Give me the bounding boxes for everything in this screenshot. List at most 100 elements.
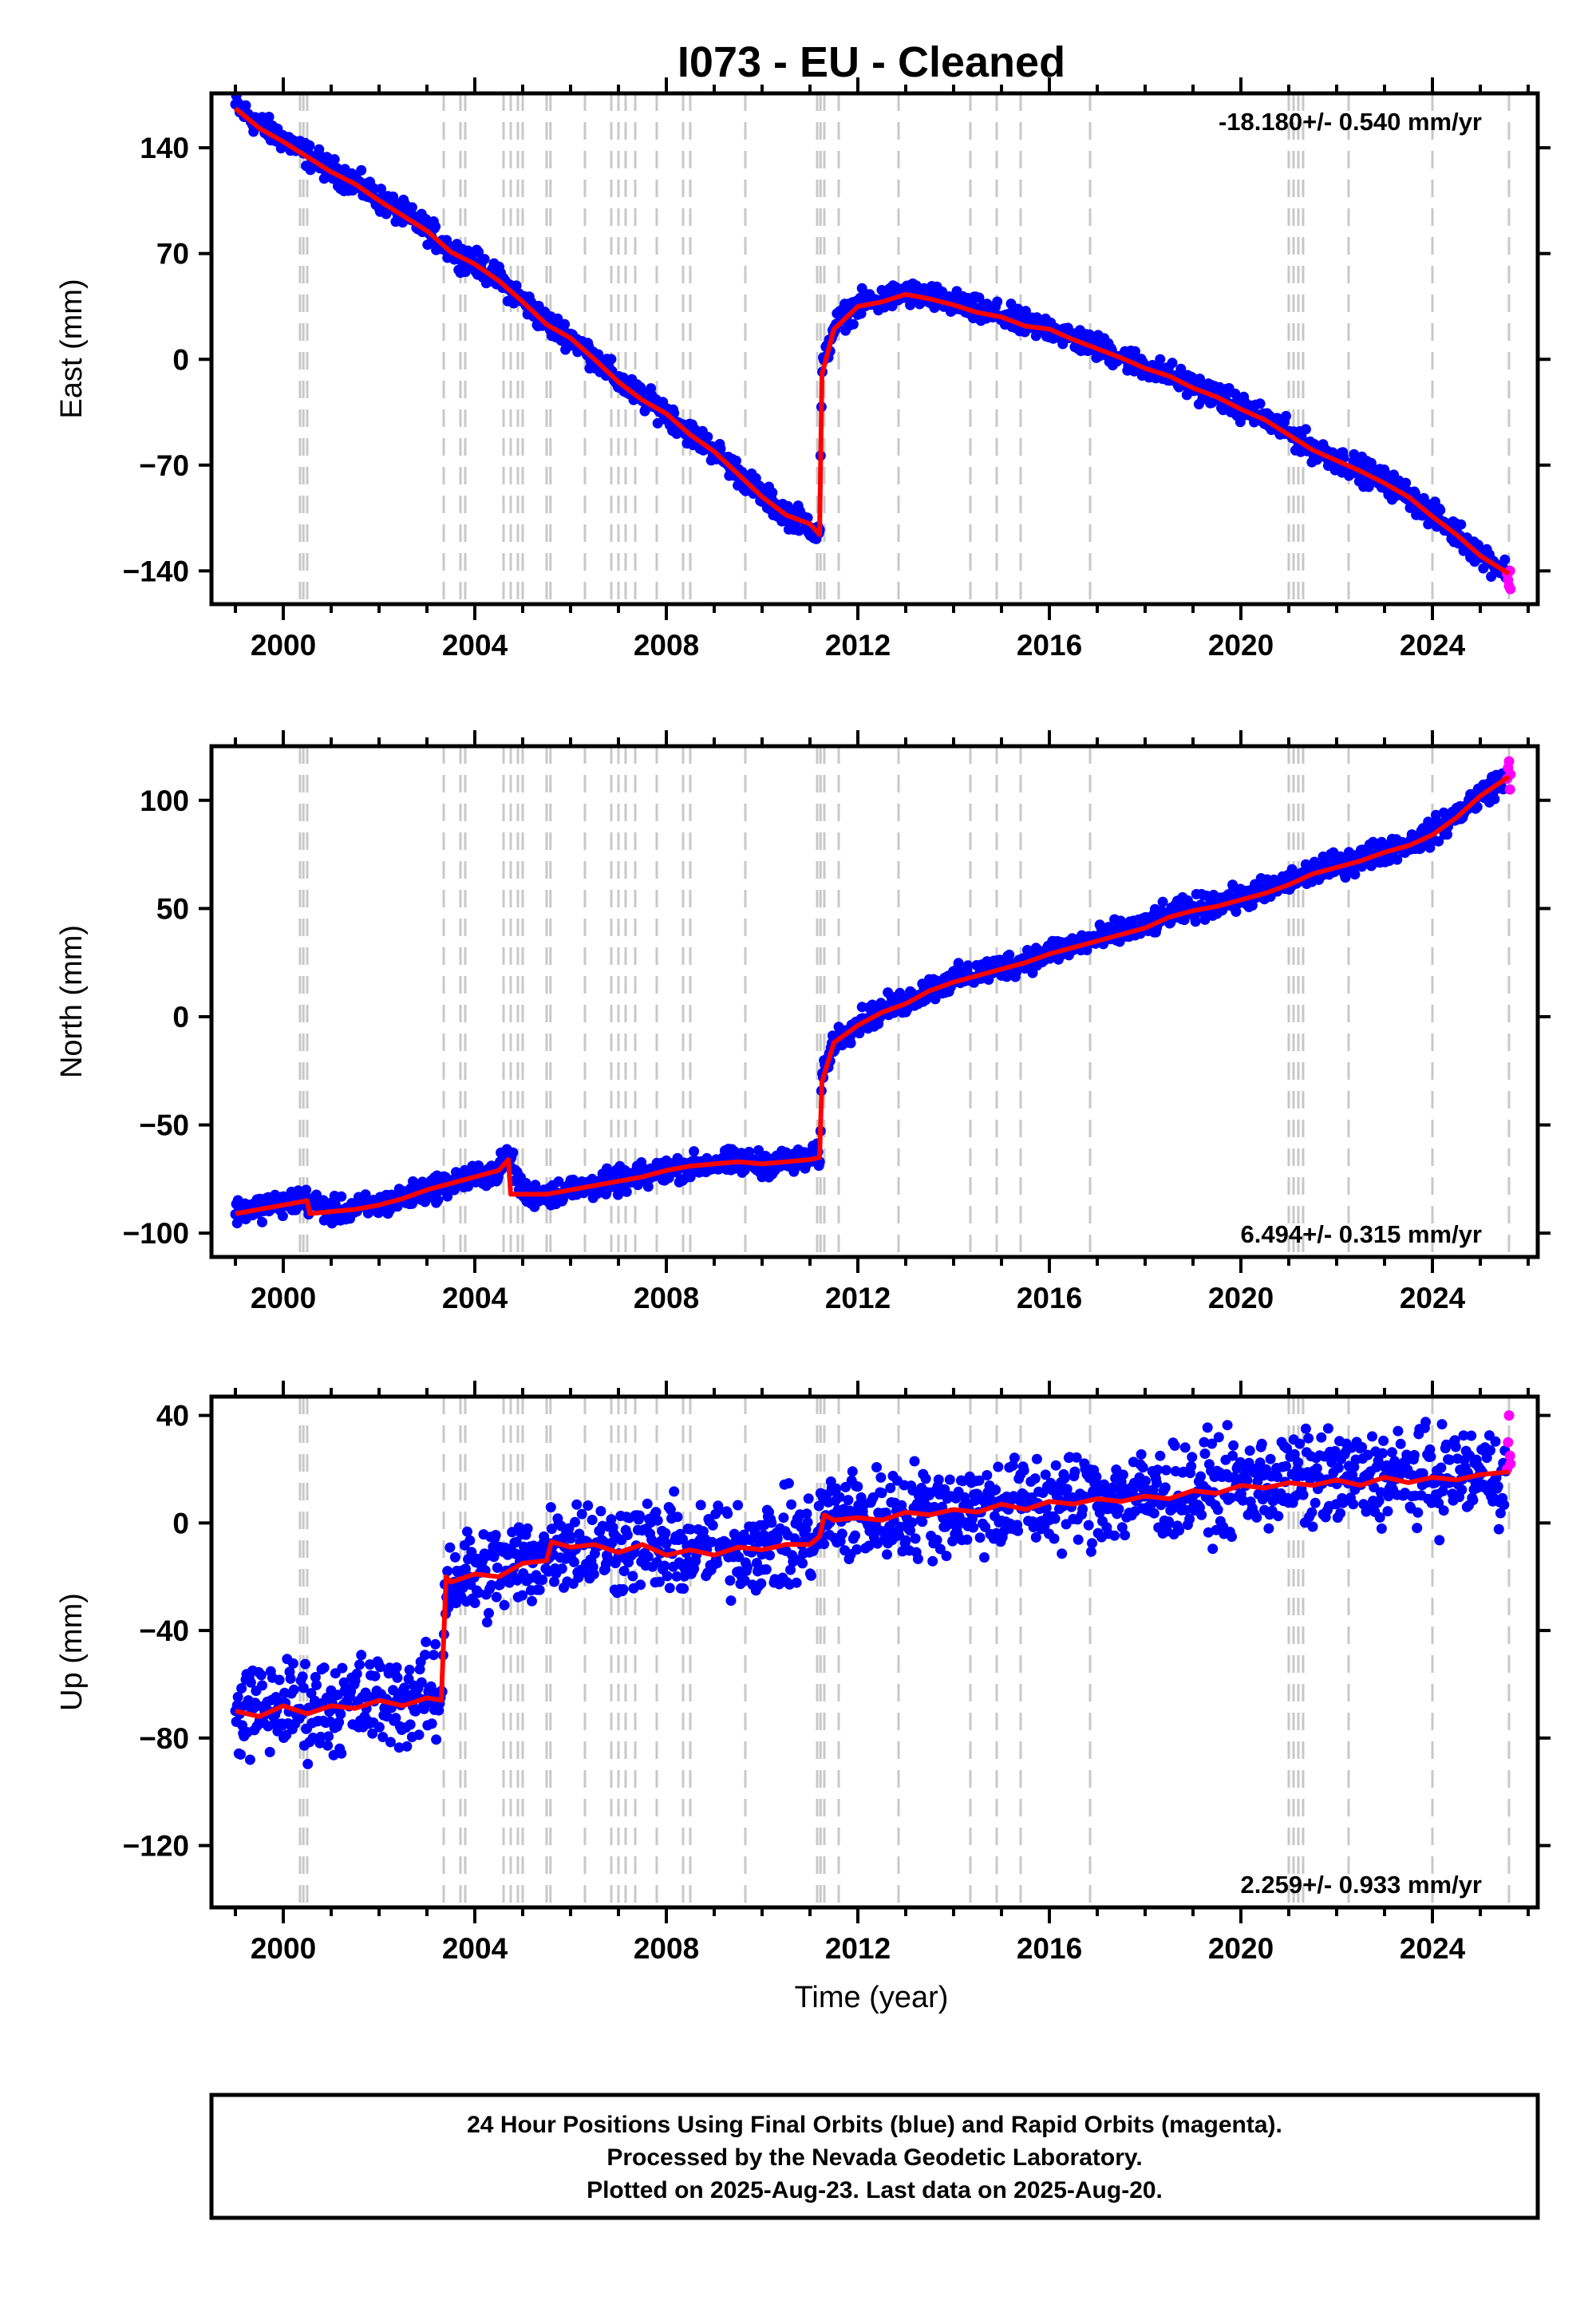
- final-orbit-point: [979, 1552, 990, 1563]
- final-orbit-point: [1281, 1460, 1291, 1472]
- final-orbit-point: [328, 1749, 339, 1761]
- final-orbit-point: [473, 247, 484, 258]
- final-orbit-point: [756, 1578, 767, 1589]
- final-orbit-point: [907, 1517, 918, 1528]
- final-orbit-point: [1196, 1509, 1207, 1520]
- final-orbit-point: [602, 1552, 614, 1563]
- final-orbit-point: [882, 1549, 892, 1560]
- x-tick-label: 2020: [1208, 1932, 1274, 1965]
- final-orbit-point: [298, 1682, 309, 1694]
- final-orbit-point: [1310, 1497, 1321, 1508]
- final-orbit-point: [335, 1709, 346, 1720]
- plot-frame: [209, 91, 1540, 607]
- final-orbit-point: [618, 1566, 630, 1576]
- final-orbit-point: [900, 1535, 911, 1546]
- final-orbit-point: [606, 1514, 617, 1525]
- final-orbit-point: [1140, 1476, 1151, 1487]
- final-orbit-point: [953, 958, 964, 969]
- final-orbit-point: [1013, 303, 1024, 314]
- final-orbit-point: [797, 1558, 808, 1569]
- final-orbit-point: [744, 1146, 755, 1157]
- final-orbit-point: [931, 1535, 942, 1546]
- final-orbit-point: [1456, 1484, 1468, 1496]
- final-orbit-point: [1298, 1489, 1309, 1500]
- final-orbit-point: [1049, 1513, 1061, 1524]
- final-orbit-point: [1030, 1531, 1041, 1543]
- final-orbit-point: [1130, 346, 1140, 357]
- final-orbit-point: [990, 1484, 1001, 1496]
- final-orbit-point: [1492, 1481, 1503, 1492]
- final-orbit-point: [568, 1556, 579, 1567]
- final-orbit-point: [786, 1499, 797, 1510]
- plot-area: [230, 93, 1516, 604]
- rapid-orbit-point: [1503, 1437, 1514, 1448]
- final-orbit-point: [530, 1180, 541, 1191]
- final-orbit-point: [1434, 1535, 1445, 1546]
- final-orbit-point: [263, 112, 275, 122]
- y-tick-label: 50: [156, 892, 189, 925]
- final-orbit-point: [315, 1731, 326, 1742]
- final-orbit-point: [522, 1523, 533, 1534]
- final-orbit-point: [1430, 809, 1441, 820]
- final-orbit-point: [850, 1530, 860, 1541]
- final-orbit-point: [1408, 1449, 1420, 1460]
- final-orbit-point: [855, 308, 867, 319]
- final-orbit-point: [920, 1473, 931, 1484]
- final-orbit-point: [843, 1495, 854, 1506]
- final-orbit-point: [1294, 1438, 1306, 1449]
- final-orbit-point: [428, 1650, 439, 1661]
- final-orbit-point: [236, 1683, 247, 1694]
- final-orbit-point: [1486, 571, 1497, 582]
- x-tick-label: 2004: [442, 1282, 508, 1314]
- final-orbit-point: [556, 1563, 567, 1574]
- final-orbit-point: [595, 1506, 606, 1516]
- footer-line-2: Processed by the Nevada Geodetic Laborat…: [606, 2144, 1142, 2171]
- final-orbit-point: [464, 1535, 476, 1546]
- final-orbit-point: [1362, 1449, 1373, 1460]
- final-orbit-point: [460, 1563, 471, 1575]
- final-orbit-point: [751, 1558, 762, 1568]
- final-orbit-point: [1207, 1438, 1218, 1449]
- final-orbit-point: [232, 1691, 243, 1702]
- final-orbit-point: [1380, 467, 1391, 478]
- final-orbit-point: [1057, 1548, 1068, 1559]
- final-orbit-point: [1109, 1530, 1120, 1541]
- final-orbit-point: [1246, 900, 1258, 911]
- final-orbit-point: [1180, 1504, 1191, 1516]
- final-orbit-point: [1160, 1464, 1171, 1476]
- final-orbit-point: [1187, 1452, 1198, 1463]
- final-orbit-point: [1395, 1438, 1406, 1449]
- y-tick-label: 0: [172, 1001, 189, 1034]
- final-orbit-point: [635, 1579, 646, 1591]
- final-orbit-point: [685, 1524, 696, 1535]
- final-orbit-point: [1028, 1522, 1039, 1532]
- final-orbit-point: [871, 1462, 882, 1472]
- final-orbit-point: [652, 417, 663, 429]
- model-line: [235, 1469, 1510, 1719]
- final-orbit-point: [992, 296, 1003, 307]
- final-orbit-point: [847, 1466, 858, 1477]
- final-orbit-point: [665, 1504, 676, 1516]
- final-orbit-point: [767, 487, 778, 498]
- final-orbit-point: [1179, 1442, 1191, 1453]
- final-orbit-point: [413, 1729, 425, 1741]
- final-orbit-point: [410, 1705, 421, 1717]
- final-orbit-point: [354, 1659, 365, 1670]
- final-orbit-point: [255, 1670, 267, 1681]
- final-orbit-point: [426, 1718, 437, 1729]
- final-orbit-point: [245, 1677, 256, 1688]
- final-orbit-point: [392, 1672, 403, 1683]
- final-orbit-point: [1243, 1457, 1254, 1468]
- final-orbit-point: [650, 1507, 662, 1518]
- final-orbit-point: [508, 1147, 519, 1158]
- final-orbit-point: [1073, 1534, 1084, 1545]
- final-orbit-point: [405, 1719, 416, 1730]
- final-orbit-point: [473, 1587, 484, 1599]
- final-orbit-point: [490, 1530, 501, 1540]
- final-orbit-point: [1018, 1465, 1029, 1476]
- rapid-orbit-point: [1505, 583, 1516, 595]
- final-orbit-point: [416, 1677, 427, 1688]
